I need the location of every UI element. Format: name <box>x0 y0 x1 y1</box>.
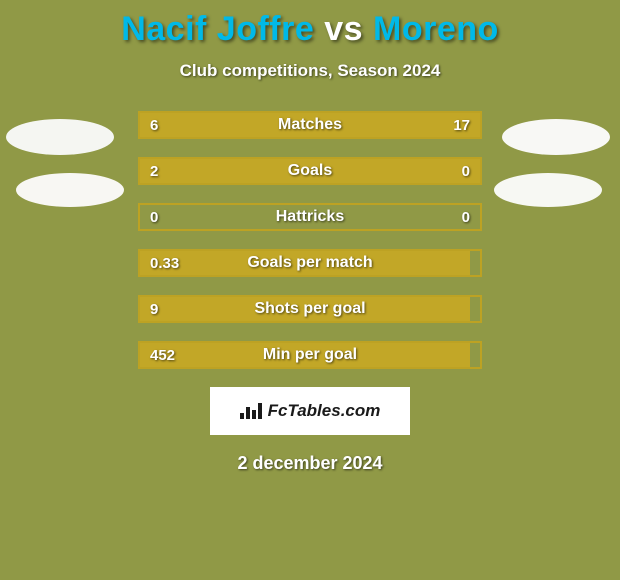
stat-fill-left <box>140 113 242 137</box>
stat-row: 0 0Hattricks <box>138 203 482 231</box>
player1-club-avatar <box>16 173 124 207</box>
player1-name: Nacif Joffre <box>121 10 314 48</box>
source-badge-text: FcTables.com <box>268 401 381 421</box>
stat-fill-left <box>140 343 470 367</box>
stat-row: 452Min per goal <box>138 341 482 369</box>
stat-value-right: 0 <box>462 205 470 229</box>
stat-bars: 617Matches 20Goals 0 0Hattricks 0.33Goals pe… <box>138 111 482 369</box>
title-vs: vs <box>324 10 363 48</box>
player2-name: Moreno <box>373 10 499 48</box>
player1-avatar <box>6 119 114 155</box>
stat-fill-left <box>140 251 470 275</box>
stat-fill-right <box>242 113 480 137</box>
stat-label: Hattricks <box>140 205 480 229</box>
stat-fill-right <box>398 159 480 183</box>
source-badge: FcTables.com <box>210 387 410 435</box>
stat-value-left: 0 <box>150 205 158 229</box>
stat-row: 0.33Goals per match <box>138 249 482 277</box>
subtitle: Club competitions, Season 2024 <box>0 61 620 81</box>
player2-club-avatar <box>494 173 602 207</box>
stat-row: 20Goals <box>138 157 482 185</box>
stat-fill-left <box>140 159 398 183</box>
comparison-title: Nacif Joffre vs Moreno <box>0 0 620 49</box>
bars-icon <box>240 403 262 419</box>
player2-avatar <box>502 119 610 155</box>
stat-fill-left <box>140 297 470 321</box>
chart-area: 617Matches 20Goals 0 0Hattricks 0.33Goals pe… <box>0 111 620 369</box>
date-text: 2 december 2024 <box>0 453 620 474</box>
stat-row: 9Shots per goal <box>138 295 482 323</box>
stat-row: 617Matches <box>138 111 482 139</box>
